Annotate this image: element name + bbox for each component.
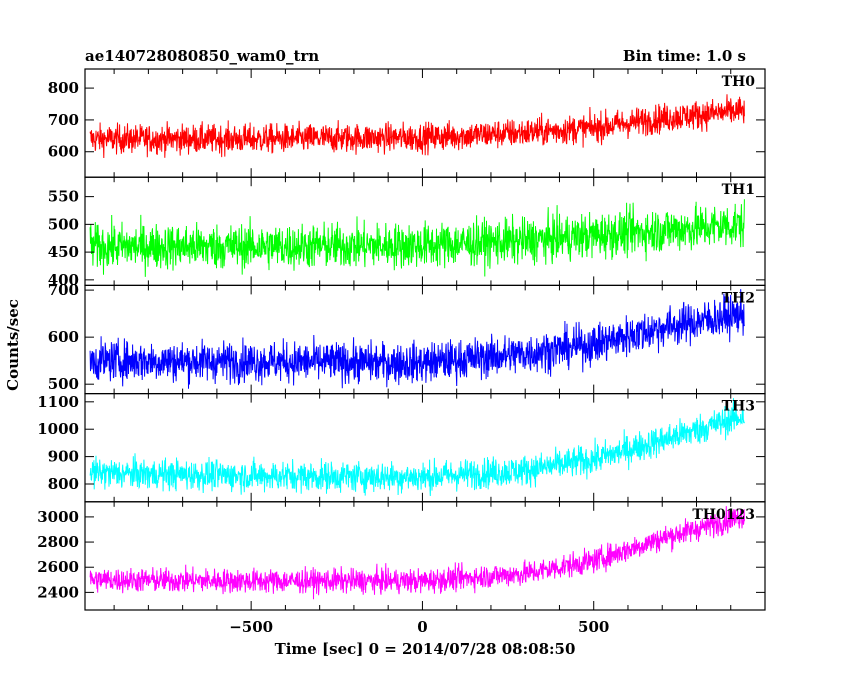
x-tick-label: −500 [229, 618, 273, 636]
panel-frame [84, 68, 766, 178]
panel-label-th0123: TH0123 [692, 507, 755, 523]
y-tick-label: 400 [48, 271, 79, 289]
y-tick-label: 500 [48, 215, 79, 233]
y-tick-label: 900 [48, 448, 79, 466]
y-tick-label: 800 [48, 475, 79, 493]
series-line-th3 [89, 398, 745, 497]
y-tick-label: 500 [48, 375, 79, 393]
panel-th0: 600 700 800 TH0 [48, 68, 766, 178]
series-line-th2 [89, 289, 745, 389]
panel-th2: 500 600 700 TH2 [48, 281, 766, 395]
x-tick-label: 0 [417, 618, 427, 636]
y-tick-label: 2400 [37, 583, 79, 601]
y-tick-label: 1000 [37, 420, 79, 438]
y-tick-label: 800 [48, 79, 79, 97]
panel-th0123: 2400 2600 2800 3000 TH0123 [37, 501, 766, 611]
y-tick-label: 550 [48, 188, 79, 206]
chart-title: ae140728080850_wam0_trn [85, 47, 319, 65]
panel-label-th2: TH2 [722, 290, 755, 306]
y-tick-label: 600 [48, 328, 79, 346]
panels-group: 600 700 800 TH0 400 450 500 550 TH1 500 600 700 TH2 8… [37, 68, 766, 611]
x-tick-label: 500 [578, 618, 609, 636]
panel-label-th1: TH1 [722, 182, 755, 198]
panel-th1: 400 450 500 550 TH1 [48, 176, 766, 289]
y-tick-label: 700 [48, 111, 79, 129]
y-tick-label: 2600 [37, 558, 79, 576]
panel-frame [84, 501, 766, 611]
y-tick-label: 3000 [37, 508, 79, 526]
y-tick-label: 1100 [37, 393, 79, 411]
panel-label-th0: TH0 [722, 74, 756, 90]
y-tick-label: 2800 [37, 533, 79, 551]
x-axis-tick-labels: −500 0 500 [229, 618, 609, 636]
y-tick-label: 700 [48, 281, 79, 299]
y-axis-label: Counts/sec [4, 299, 22, 391]
series-line-th0 [89, 94, 745, 159]
y-tick-label: 600 [48, 143, 79, 161]
x-axis-label: Time [sec] 0 = 2014/07/28 08:08:50 [275, 640, 576, 658]
bin-time-label: Bin time: 1.0 s [623, 47, 746, 65]
panel-th3: 800 900 1000 1100 TH3 [37, 393, 766, 503]
series-line-th0123 [89, 506, 745, 600]
panel-label-th3: TH3 [722, 399, 755, 415]
y-tick-label: 450 [48, 243, 79, 261]
series-line-th1 [89, 199, 745, 277]
